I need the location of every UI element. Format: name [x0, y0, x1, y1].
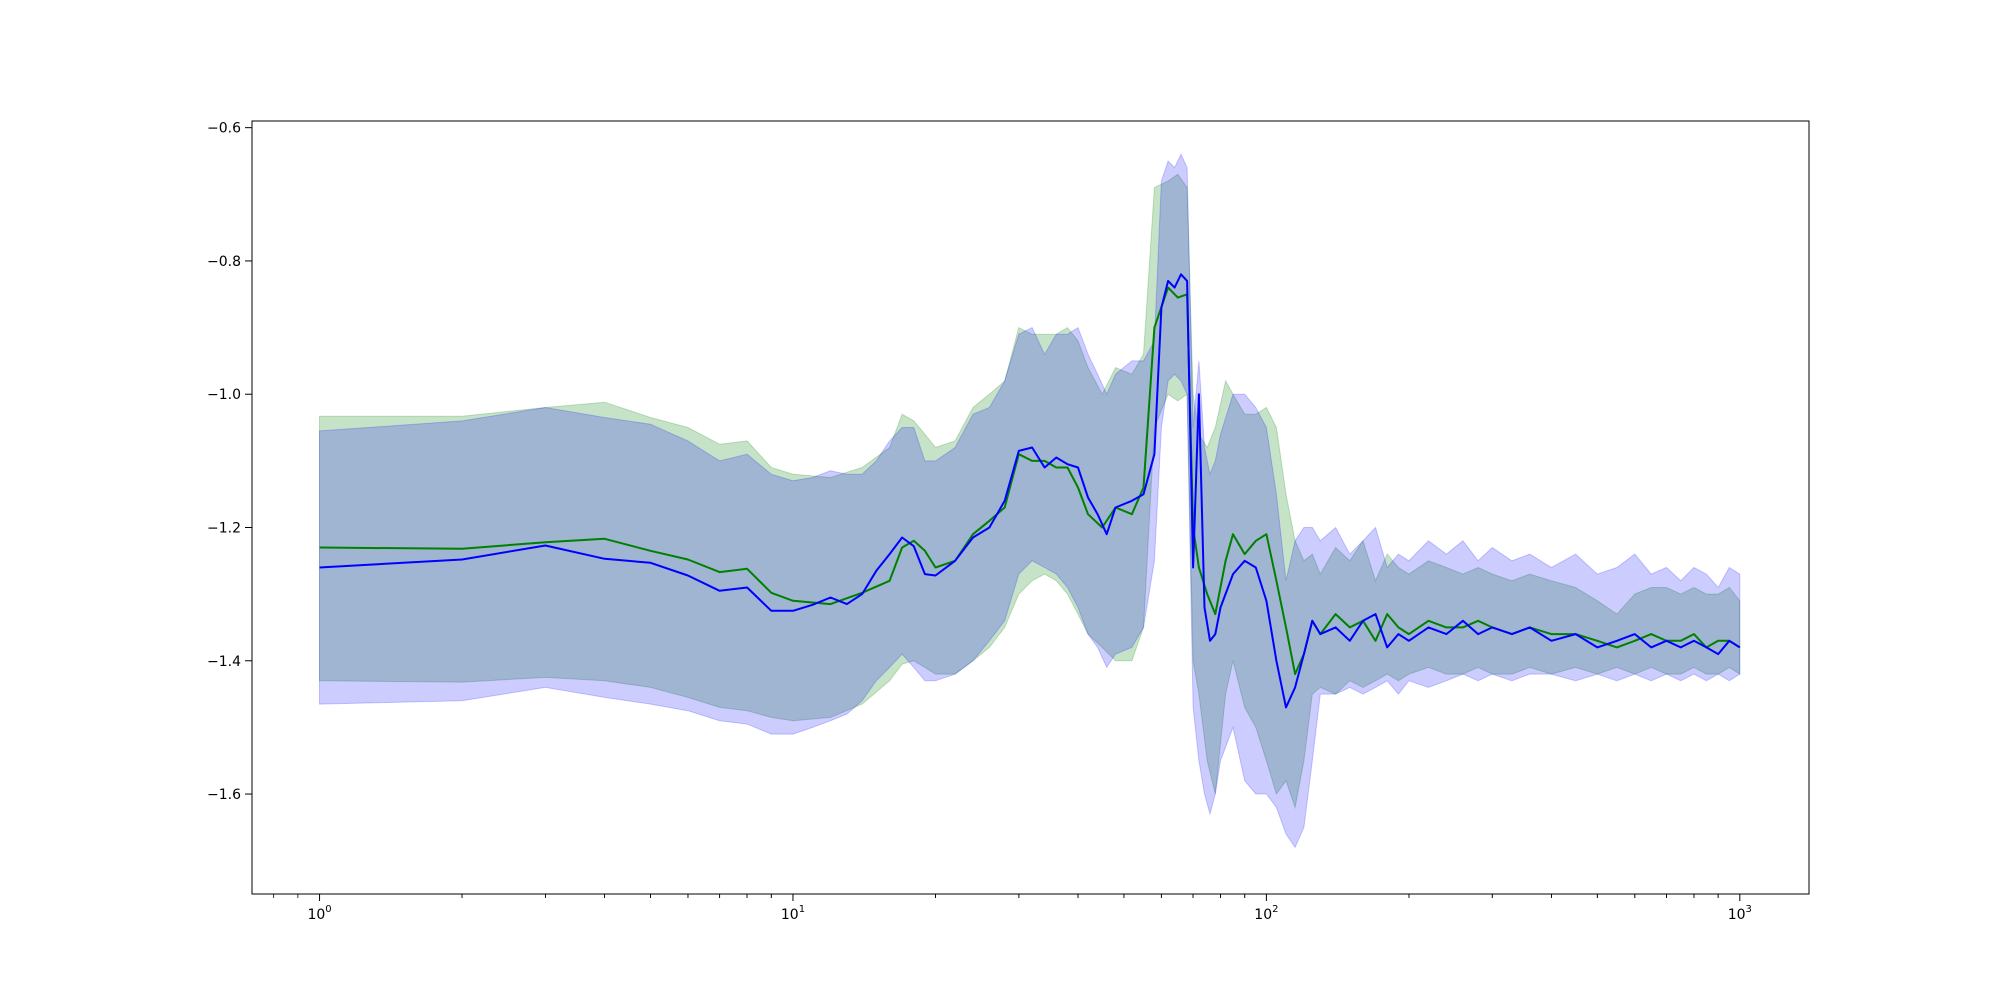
plot-area-frame: [251, 120, 1810, 895]
y-axis: −0.6 −0.8 −1.0 −1.2 −1.4 −1.6: [207, 121, 252, 803]
y-tick-label: −1.0: [207, 387, 241, 403]
x-axis: 100 101 102 103: [273, 894, 1752, 923]
x-tick-label: 103: [1728, 904, 1752, 923]
confidence-bands: [319, 153, 1741, 849]
x-tick-label: 101: [781, 904, 805, 923]
series-1-band: [319, 173, 1741, 810]
series-2-band: [319, 153, 1741, 849]
y-tick-label: −1.6: [207, 787, 241, 803]
x-tick-label: 102: [1254, 904, 1278, 923]
series-2-line: [319, 273, 1741, 709]
x-tick-label: 100: [307, 904, 331, 923]
y-tick-label: −1.4: [207, 654, 241, 670]
y-tick-label: −0.6: [207, 121, 241, 137]
y-tick-label: −1.2: [207, 520, 241, 536]
series-lines: [319, 273, 1741, 709]
y-tick-label: −0.8: [207, 254, 241, 270]
